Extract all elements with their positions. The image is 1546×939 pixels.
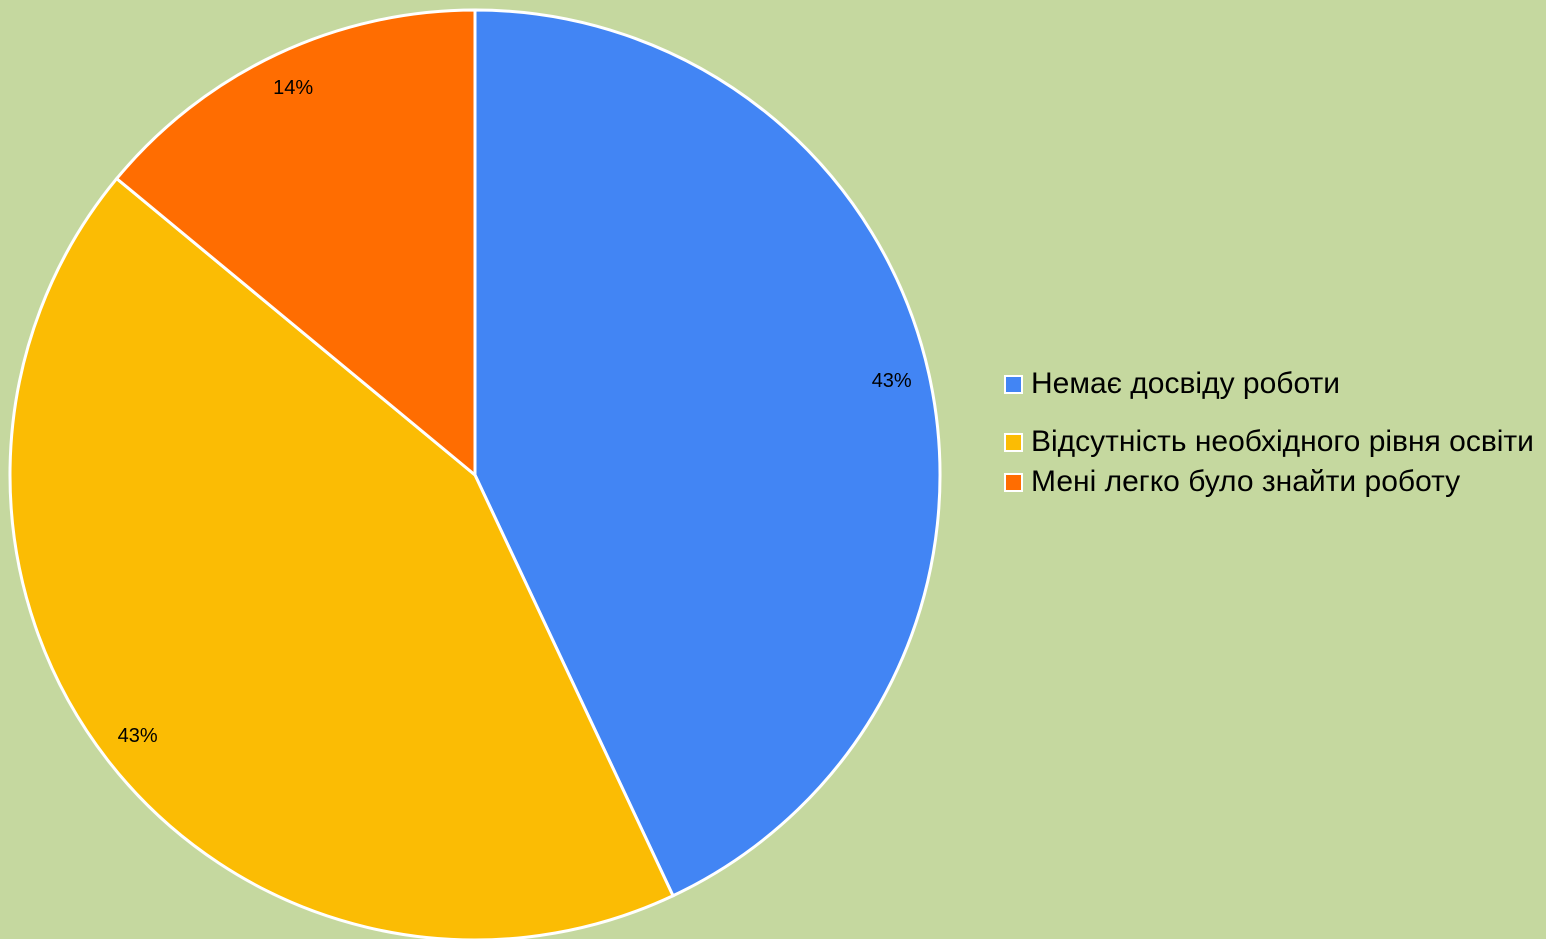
data-label: 14% [273,77,313,99]
pie-plot: 43% 43% 14% [8,8,942,939]
legend-label: Мені легко було знайти роботу [1031,465,1461,498]
legend: Немає досвіду роботи Відсутність необхідн… [1000,366,1546,522]
legend-swatch [1004,473,1023,492]
legend-label: Відсутність необхідного рівня освіти [1031,425,1534,458]
data-label: 43% [118,725,158,747]
legend-swatch [1004,375,1023,394]
legend-item: Мені легко було знайти роботу [1000,464,1546,500]
pie-slice [114,8,477,479]
legend-item: Відсутність необхідного рівня освіти [1000,424,1546,460]
legend-swatch [1004,433,1023,452]
pie-slice [473,8,942,898]
legend-item: Немає досвіду роботи [1000,366,1546,402]
legend-label: Немає досвіду роботи [1031,367,1341,400]
pie-slice [8,176,675,939]
data-label: 43% [872,370,912,392]
